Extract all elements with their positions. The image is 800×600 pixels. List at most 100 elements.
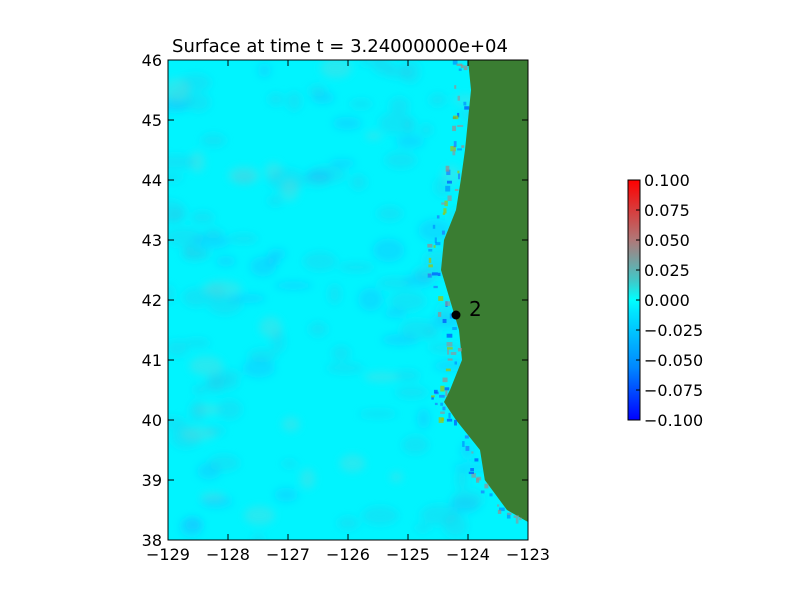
ripple	[189, 356, 224, 376]
wave-speckle	[454, 419, 457, 426]
wave-speckle	[457, 112, 460, 118]
ripple	[308, 84, 327, 98]
wave-speckle	[474, 458, 479, 462]
colorbar: −0.100 −0.075 −0.050 −0.025 0.000 0.025 0.050 0…	[627, 171, 703, 430]
ripple	[326, 362, 365, 374]
wave-speckle	[461, 145, 465, 148]
ripple	[361, 506, 399, 525]
ripple	[305, 169, 333, 182]
wave-speckle	[435, 242, 441, 246]
wave-speckle	[499, 507, 505, 512]
ripple	[453, 463, 492, 472]
wave-speckle	[464, 106, 470, 110]
wave-speckle	[440, 385, 445, 392]
wave-speckle	[442, 406, 446, 411]
wave-speckle	[427, 273, 432, 278]
ripple	[274, 487, 298, 502]
ripple	[207, 294, 243, 315]
ripple	[182, 243, 195, 259]
colorbar-tick-label: 0.075	[644, 201, 690, 220]
gauge-marker: 2	[451, 297, 482, 321]
wave-speckle	[454, 188, 459, 191]
ripple	[419, 123, 433, 137]
colorbar-tick-label: −0.050	[644, 351, 703, 370]
ripple	[358, 409, 398, 418]
ripple	[189, 151, 206, 173]
ripple	[394, 369, 421, 382]
wave-speckle	[457, 170, 460, 174]
ripple	[363, 371, 400, 383]
wave-speckle	[507, 512, 512, 516]
ripple	[217, 399, 242, 420]
wave-speckle	[497, 509, 502, 514]
ripple	[193, 384, 208, 396]
ripple	[168, 99, 190, 113]
x-tick-label: −126	[326, 545, 370, 564]
wave-speckle	[433, 245, 436, 248]
wave-speckle	[444, 387, 450, 391]
y-tick-label: 39	[142, 471, 162, 490]
ripple	[327, 284, 342, 305]
ripple	[243, 505, 275, 526]
x-tick-label: −123	[506, 545, 550, 564]
ripple	[168, 154, 196, 170]
wave-speckle	[468, 471, 474, 475]
ripple	[286, 91, 302, 112]
wave-speckle	[443, 208, 447, 214]
ripple	[395, 134, 425, 149]
ripple	[429, 93, 447, 107]
wave-speckle	[497, 504, 500, 507]
wave-speckle	[460, 64, 464, 69]
ripple	[180, 426, 216, 442]
wave-speckle	[434, 402, 438, 406]
wave-speckle	[438, 296, 444, 301]
wave-speckle	[448, 412, 451, 419]
wave-speckle	[438, 417, 444, 423]
ripple	[338, 262, 375, 272]
y-axis: 38 39 40 41 42 43 44 45 46	[142, 51, 528, 550]
ripple	[428, 342, 464, 354]
wave-speckle	[450, 351, 457, 355]
wave-speckle	[442, 377, 448, 383]
ripple	[299, 468, 316, 490]
wave-speckle	[470, 468, 474, 472]
ripple	[184, 517, 203, 531]
wave-speckle	[446, 418, 453, 422]
wave-speckle	[428, 248, 433, 252]
ripple	[390, 471, 403, 483]
ripple	[168, 339, 189, 357]
wave-speckle	[452, 125, 457, 132]
wave-speckle	[450, 146, 456, 152]
ripple	[329, 158, 356, 169]
wave-speckle	[445, 301, 451, 306]
ripple	[350, 174, 367, 191]
wave-speckle	[437, 272, 441, 276]
wave-speckle	[447, 358, 453, 361]
wave-speckle	[441, 202, 447, 205]
colorbar-tick-label: −0.100	[644, 411, 703, 430]
ripple	[423, 328, 441, 339]
wave-speckle	[431, 272, 438, 276]
wave-speckle	[453, 141, 457, 147]
wave-speckle	[489, 493, 493, 497]
ripple	[302, 251, 337, 271]
ripple	[200, 133, 227, 148]
ripple	[416, 408, 431, 429]
wave-speckle	[441, 418, 445, 421]
ripple	[389, 291, 426, 311]
ripple	[332, 116, 362, 130]
ripple	[242, 358, 276, 378]
ripple	[460, 443, 474, 459]
ripple	[168, 77, 191, 101]
ripple	[182, 287, 211, 308]
ripple	[168, 199, 187, 224]
ripple	[257, 63, 271, 78]
ripple	[420, 504, 459, 526]
nearshore-waves	[427, 60, 522, 524]
x-axis: −129 −128 −127 −126 −125 −124 −123	[146, 60, 550, 564]
ripple	[249, 256, 277, 277]
ripple	[358, 287, 383, 312]
ripple	[280, 178, 299, 202]
wave-speckle	[471, 473, 476, 478]
